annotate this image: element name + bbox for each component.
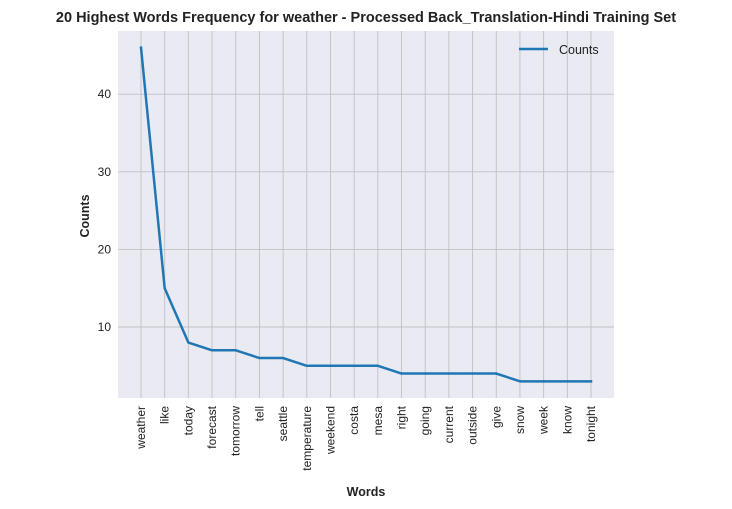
x-tick-label: like [158,406,172,424]
data-point [589,380,593,383]
x-tick-label: mesa [371,406,385,436]
x-tick-labels: weather like today forecast tomorrow tell seat… [134,405,598,471]
data-point [139,46,143,49]
x-tick-label: give [489,406,503,428]
data-point [400,372,403,375]
y-tick-label: 30 [98,165,112,179]
data-point [234,349,237,352]
data-point [542,380,545,383]
x-axis-label: Words [347,485,386,499]
y-tick-labels: 10 20 30 40 [98,87,112,334]
x-tick-label: tonight [584,405,598,442]
data-point [352,364,356,367]
data-point [305,364,308,367]
legend: Counts [519,43,599,57]
legend-label: Counts [559,43,599,57]
data-point [281,356,285,360]
x-tick-label: week [537,405,551,435]
x-tick-label: today [181,406,195,435]
x-tick-label: seattle [276,406,290,442]
x-tick-label: tomorrow [229,406,243,456]
x-tick-label: tell [252,406,266,421]
y-tick-label: 20 [98,242,112,256]
x-tick-label: weather [134,406,148,450]
data-point [329,364,332,367]
data-point [518,380,522,383]
data-point [210,349,214,352]
x-tick-label: snow [513,406,527,434]
data-point [447,372,451,375]
x-tick-label: going [418,406,432,435]
x-tick-label: forecast [205,405,219,448]
y-tick-label: 40 [98,87,112,101]
x-tick-label: weekend [323,406,337,455]
data-point [495,372,498,375]
data-point [258,356,261,360]
chart-title: 20 Highest Words Frequency for weather -… [56,10,676,26]
x-tick-label: current [442,405,456,443]
x-tick-label: know [560,406,574,434]
y-axis-label: Counts [78,194,92,237]
y-tick-label: 10 [98,320,112,334]
data-point [566,380,569,383]
data-point [424,372,427,375]
plot-area [118,31,614,398]
data-point [376,364,380,367]
data-point [187,341,190,344]
series-line-counts [139,46,593,383]
grid-lines [118,31,614,398]
x-tick-label: right [395,405,409,429]
data-point [471,372,474,375]
series-layer [139,46,593,383]
data-point [163,287,166,290]
x-tick-label: costa [347,406,361,435]
x-tick-label: outside [466,406,480,445]
x-tick-label: temperature [300,406,314,471]
